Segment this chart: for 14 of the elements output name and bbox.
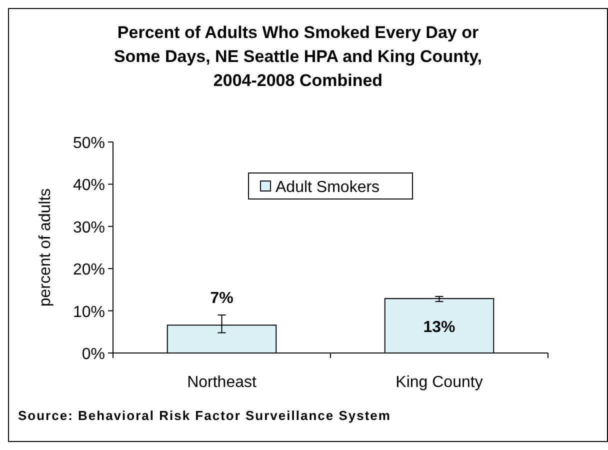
- x-tick-label: Northeast: [187, 374, 257, 391]
- y-tick-label: 50%: [72, 135, 105, 152]
- y-tick-label: 40%: [72, 177, 105, 194]
- y-axis-title: percent of adults: [37, 188, 54, 307]
- y-tick-label: 10%: [72, 304, 105, 321]
- y-tick-label: 0%: [82, 346, 105, 363]
- data-label: 7%: [210, 290, 234, 308]
- chart-title: Percent of Adults Who Smoked Every Day or Some Days, NE Seattle HPA and King County, 2004-2008 Combined: [114, 23, 482, 90]
- data-label: 13%: [423, 318, 456, 336]
- x-tick-label: King County: [396, 374, 483, 391]
- y-tick-label: 20%: [72, 262, 105, 279]
- y-tick-label: 30%: [72, 219, 105, 236]
- legend-label: Adult Smokers: [276, 179, 380, 196]
- source-note: Source: Behavioral Risk Factor Surveillance System: [18, 408, 391, 423]
